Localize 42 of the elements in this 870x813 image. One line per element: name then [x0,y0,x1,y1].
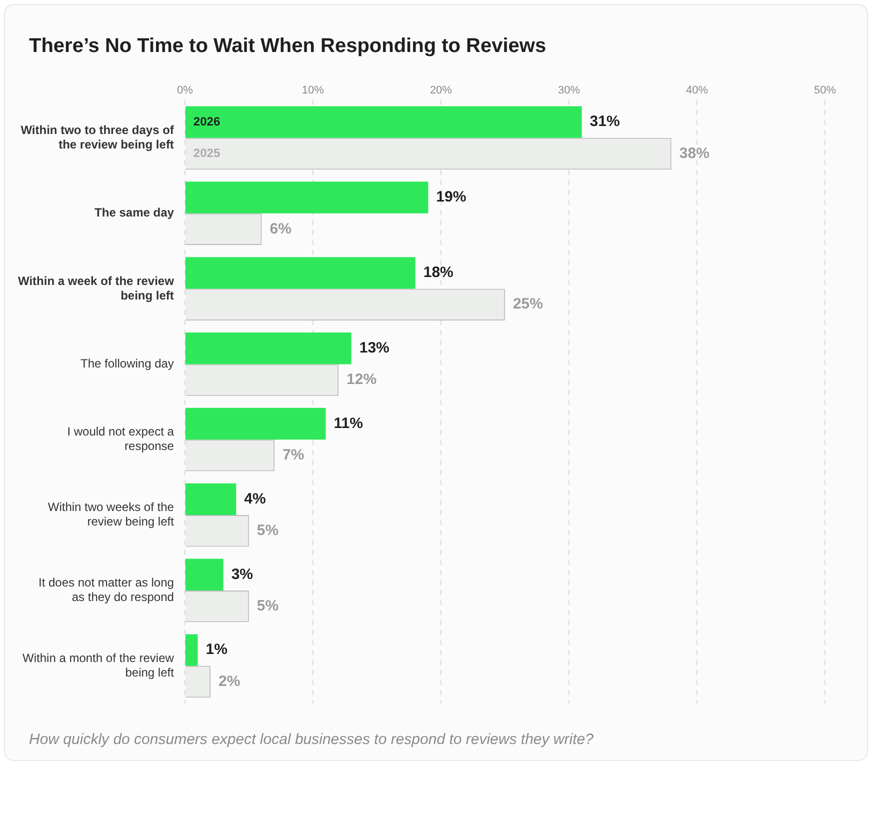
data-label: 5% [256,597,279,614]
y-tick-label: I would not expect a response [67,424,174,454]
data-label: 25% [512,296,543,313]
data-label: 38% [679,144,710,162]
data-label: 2% [218,672,240,690]
y-tick-label: Within a week of the review being left [18,274,175,302]
data-label: 11% [334,414,363,432]
bar [185,182,428,214]
bar [185,558,224,590]
data-label: 4% [244,490,266,508]
data-label: 6% [270,220,292,238]
y-tick-label: The following day [80,356,174,370]
bar [185,408,326,440]
x-tick-label: 0% [176,84,194,97]
bar [185,257,416,289]
data-label: 18% [423,264,454,282]
x-tick-label: 30% [558,84,580,97]
text: How quickly do consumers expect local businesses to respond to reviews they write? [29,731,594,748]
data-label: 19% [436,188,466,206]
data-label: 13% [359,339,390,356]
x-tick-label: 40% [686,84,708,97]
data-label: 5% [256,522,279,540]
bar [185,483,236,516]
x-tick-label: 20% [430,84,452,97]
y-tick-label: It does not matter as long as they do respond [38,576,174,604]
chart-title: There’s No Time to Wait When Responding to Reviews [29,35,546,58]
data-label: 7% [282,446,304,464]
series-label: 2026 [193,114,220,128]
x-tick-label: 50% [814,84,836,97]
data-label: 12% [346,371,377,388]
y-tick-label: Within a month of the review being left [22,651,175,680]
bar [185,332,352,364]
x-tick-label: 10% [302,84,324,97]
bar [185,106,582,138]
bar [185,634,198,666]
y-tick-label: The same day [94,206,174,220]
y-tick-label: Within two weeks of the review being left [48,500,175,529]
series-label: 2025 [193,146,220,160]
data-label: 31% [590,113,620,130]
data-label: 1% [206,641,228,658]
y-tick-label: Within two to three days of the review being left [20,123,175,152]
data-label: 3% [231,566,254,583]
